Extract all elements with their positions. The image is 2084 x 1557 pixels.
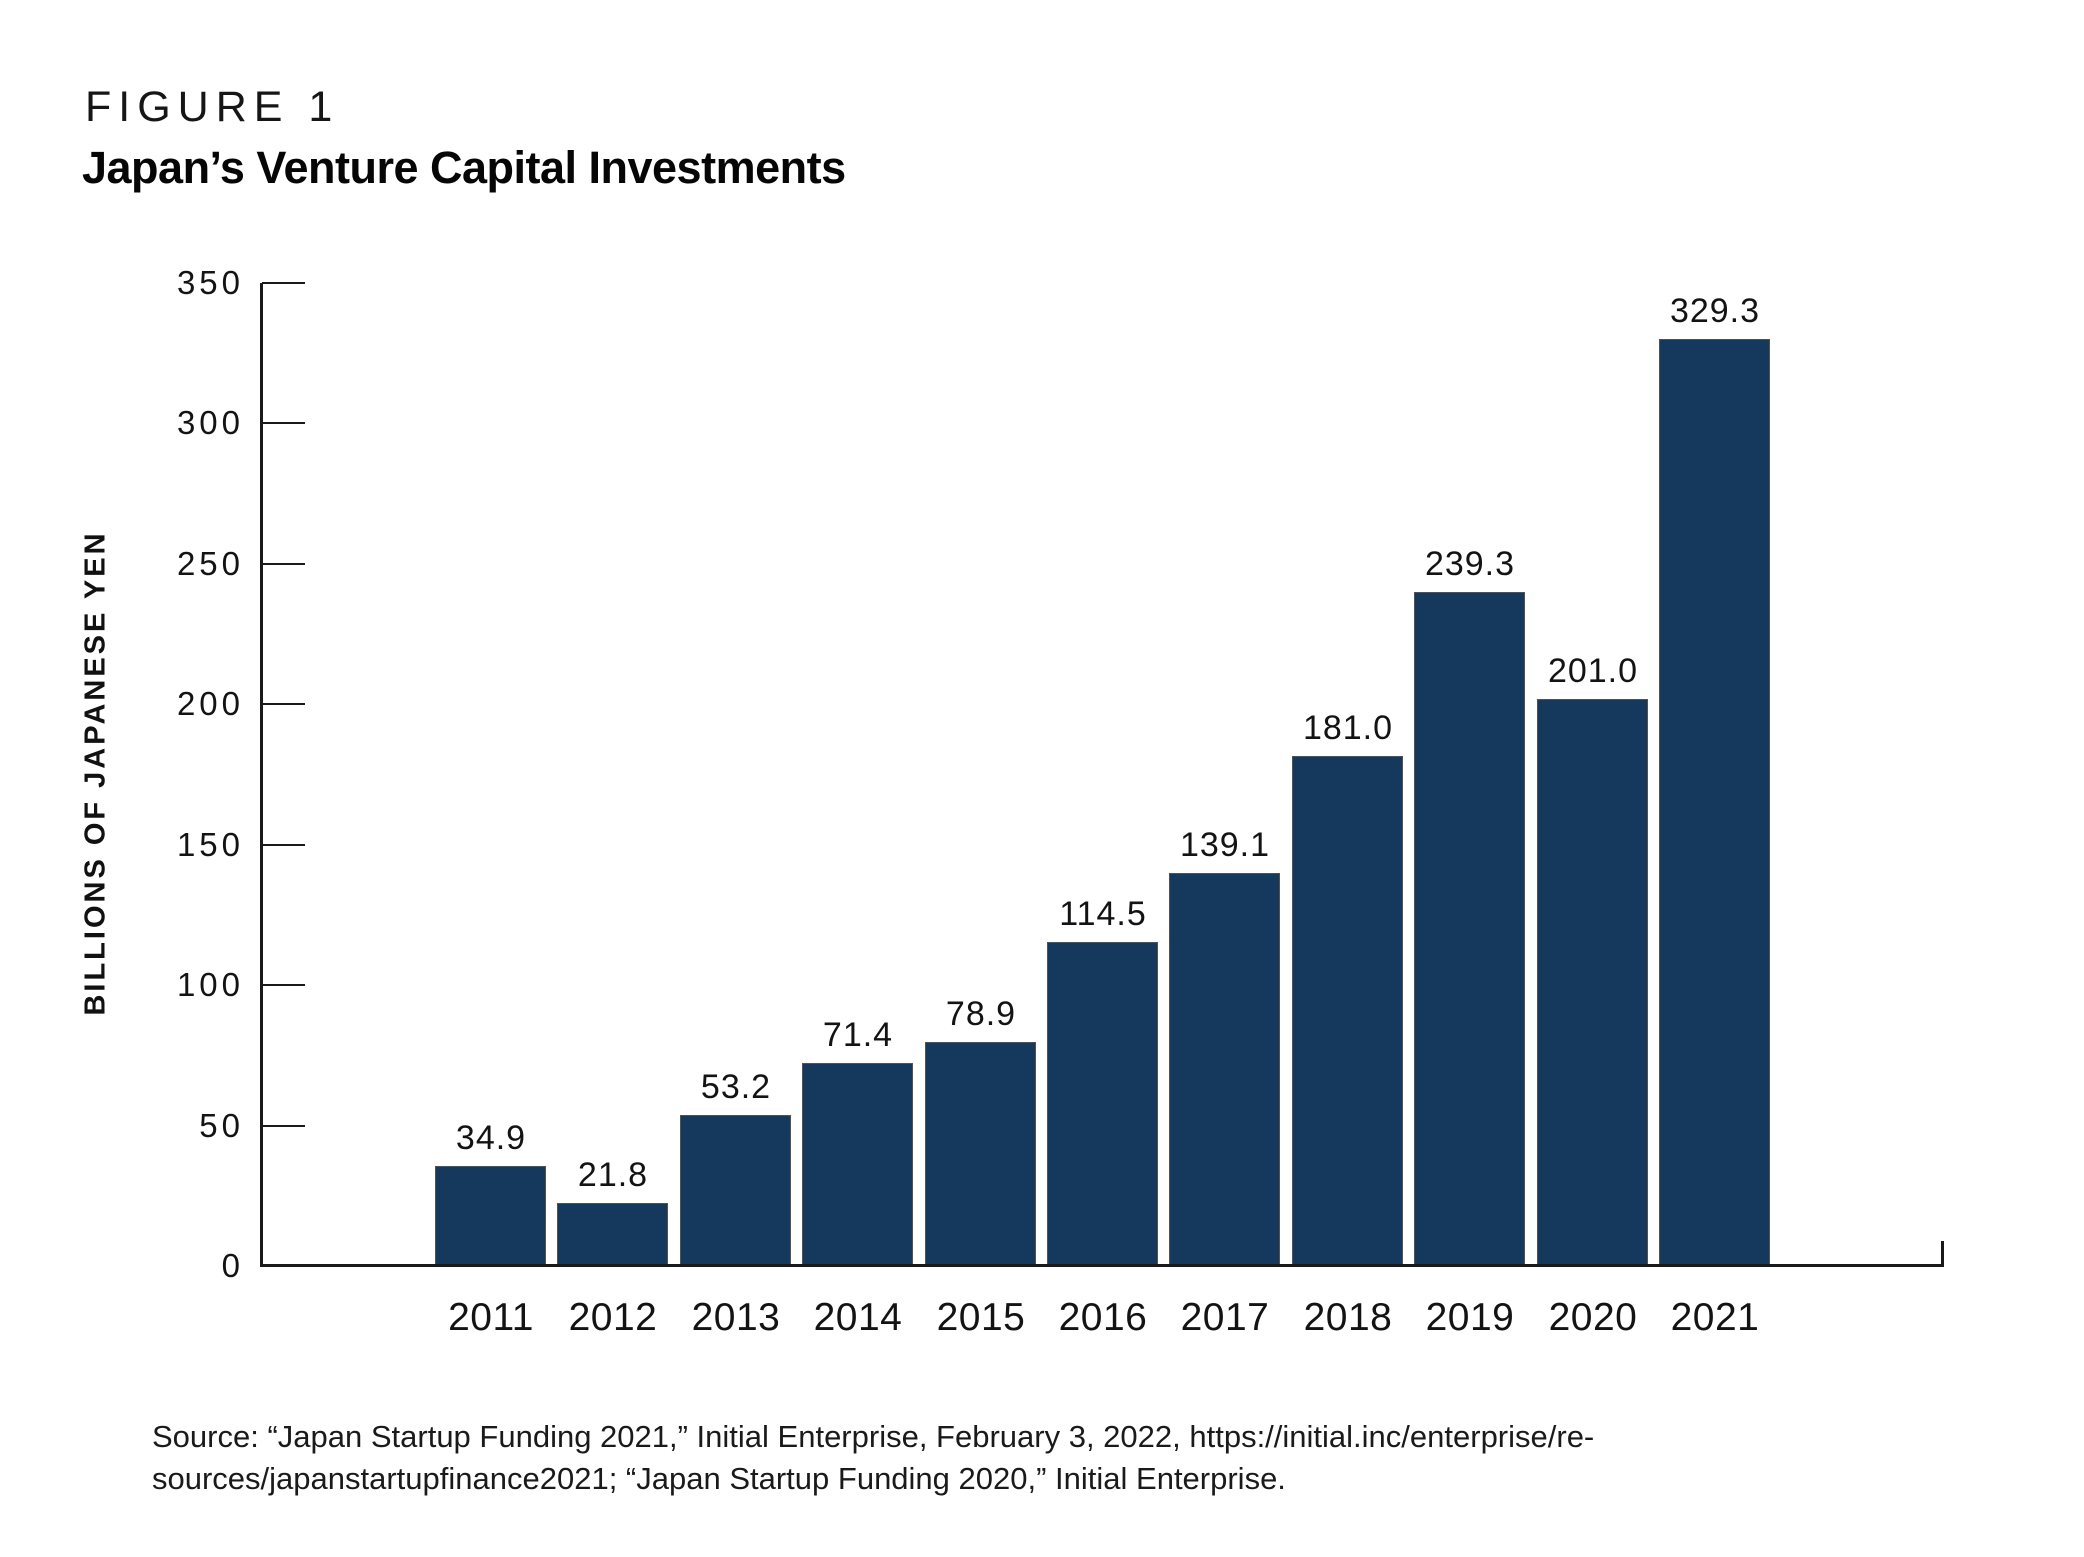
y-tick-label-250: 250 <box>176 545 244 582</box>
y-tick-150 <box>262 844 305 846</box>
x-tick-label-2016: 2016 <box>1058 1296 1148 1339</box>
bar-value-label-2013: 53.2 <box>700 1068 772 1106</box>
bar-2019 <box>1414 592 1525 1264</box>
bar-value-label-2014: 71.4 <box>822 1016 894 1054</box>
source-line-2: sources/japanstartupfinance2021; “Japan … <box>152 1461 1286 1496</box>
y-tick-label-350: 350 <box>176 264 244 301</box>
bar-value-label-2021: 329.3 <box>1669 292 1761 330</box>
x-tick-label-2013: 2013 <box>691 1296 781 1339</box>
figure-label: FIGURE 1 <box>85 83 340 131</box>
bar-2017 <box>1169 873 1280 1264</box>
bar-2015 <box>925 1042 1036 1264</box>
bar-2016 <box>1047 942 1158 1264</box>
source-line-1: Source: “Japan Startup Funding 2021,” In… <box>152 1419 1595 1454</box>
bar-2020 <box>1537 699 1648 1264</box>
bar-2012 <box>557 1203 668 1264</box>
bar-value-label-2019: 239.3 <box>1424 545 1516 583</box>
bar-value-label-2016: 114.5 <box>1059 895 1147 933</box>
y-tick-label-50: 50 <box>199 1107 244 1144</box>
bar-value-label-2011: 34.9 <box>455 1119 527 1157</box>
y-axis-line <box>260 283 263 1267</box>
x-tick-label-2014: 2014 <box>813 1296 903 1339</box>
bar-value-label-2015: 78.9 <box>945 995 1017 1033</box>
y-tick-label-300: 300 <box>176 404 244 441</box>
x-tick-label-2012: 2012 <box>568 1296 658 1339</box>
y-tick-100 <box>262 984 305 986</box>
x-tick-label-2011: 2011 <box>448 1296 534 1339</box>
y-tick-label-0: 0 <box>221 1247 244 1284</box>
bar-2011 <box>435 1166 546 1264</box>
y-tick-300 <box>262 422 305 424</box>
bar-2013 <box>680 1115 791 1264</box>
y-tick-label-150: 150 <box>176 826 244 863</box>
x-tick-label-2017: 2017 <box>1180 1296 1270 1339</box>
bar-2021 <box>1659 339 1770 1264</box>
y-tick-350 <box>262 282 305 284</box>
bar-2018 <box>1292 756 1403 1264</box>
bar-value-label-2020: 201.0 <box>1547 652 1639 690</box>
y-tick-50 <box>262 1125 305 1127</box>
source-note: Source: “Japan Startup Funding 2021,” In… <box>152 1416 1932 1500</box>
y-tick-200 <box>262 703 305 705</box>
x-tick-label-2015: 2015 <box>936 1296 1026 1339</box>
x-tick-label-2019: 2019 <box>1425 1296 1515 1339</box>
x-tick-label-2020: 2020 <box>1548 1296 1638 1339</box>
y-tick-250 <box>262 563 305 565</box>
bar-value-label-2012: 21.8 <box>577 1156 649 1194</box>
x-tick-label-2018: 2018 <box>1303 1296 1393 1339</box>
bar-value-label-2018: 181.0 <box>1302 709 1394 747</box>
figure-title: Japan’s Venture Capital Investments <box>82 142 846 193</box>
x-axis-line <box>260 1264 1944 1267</box>
y-tick-label-200: 200 <box>176 685 244 722</box>
x-tick-label-2021: 2021 <box>1670 1296 1760 1339</box>
bar-value-label-2017: 139.1 <box>1179 826 1271 864</box>
bar-2014 <box>802 1063 913 1264</box>
x-axis-end-tick <box>1941 1241 1944 1266</box>
y-tick-label-100: 100 <box>176 966 244 1003</box>
